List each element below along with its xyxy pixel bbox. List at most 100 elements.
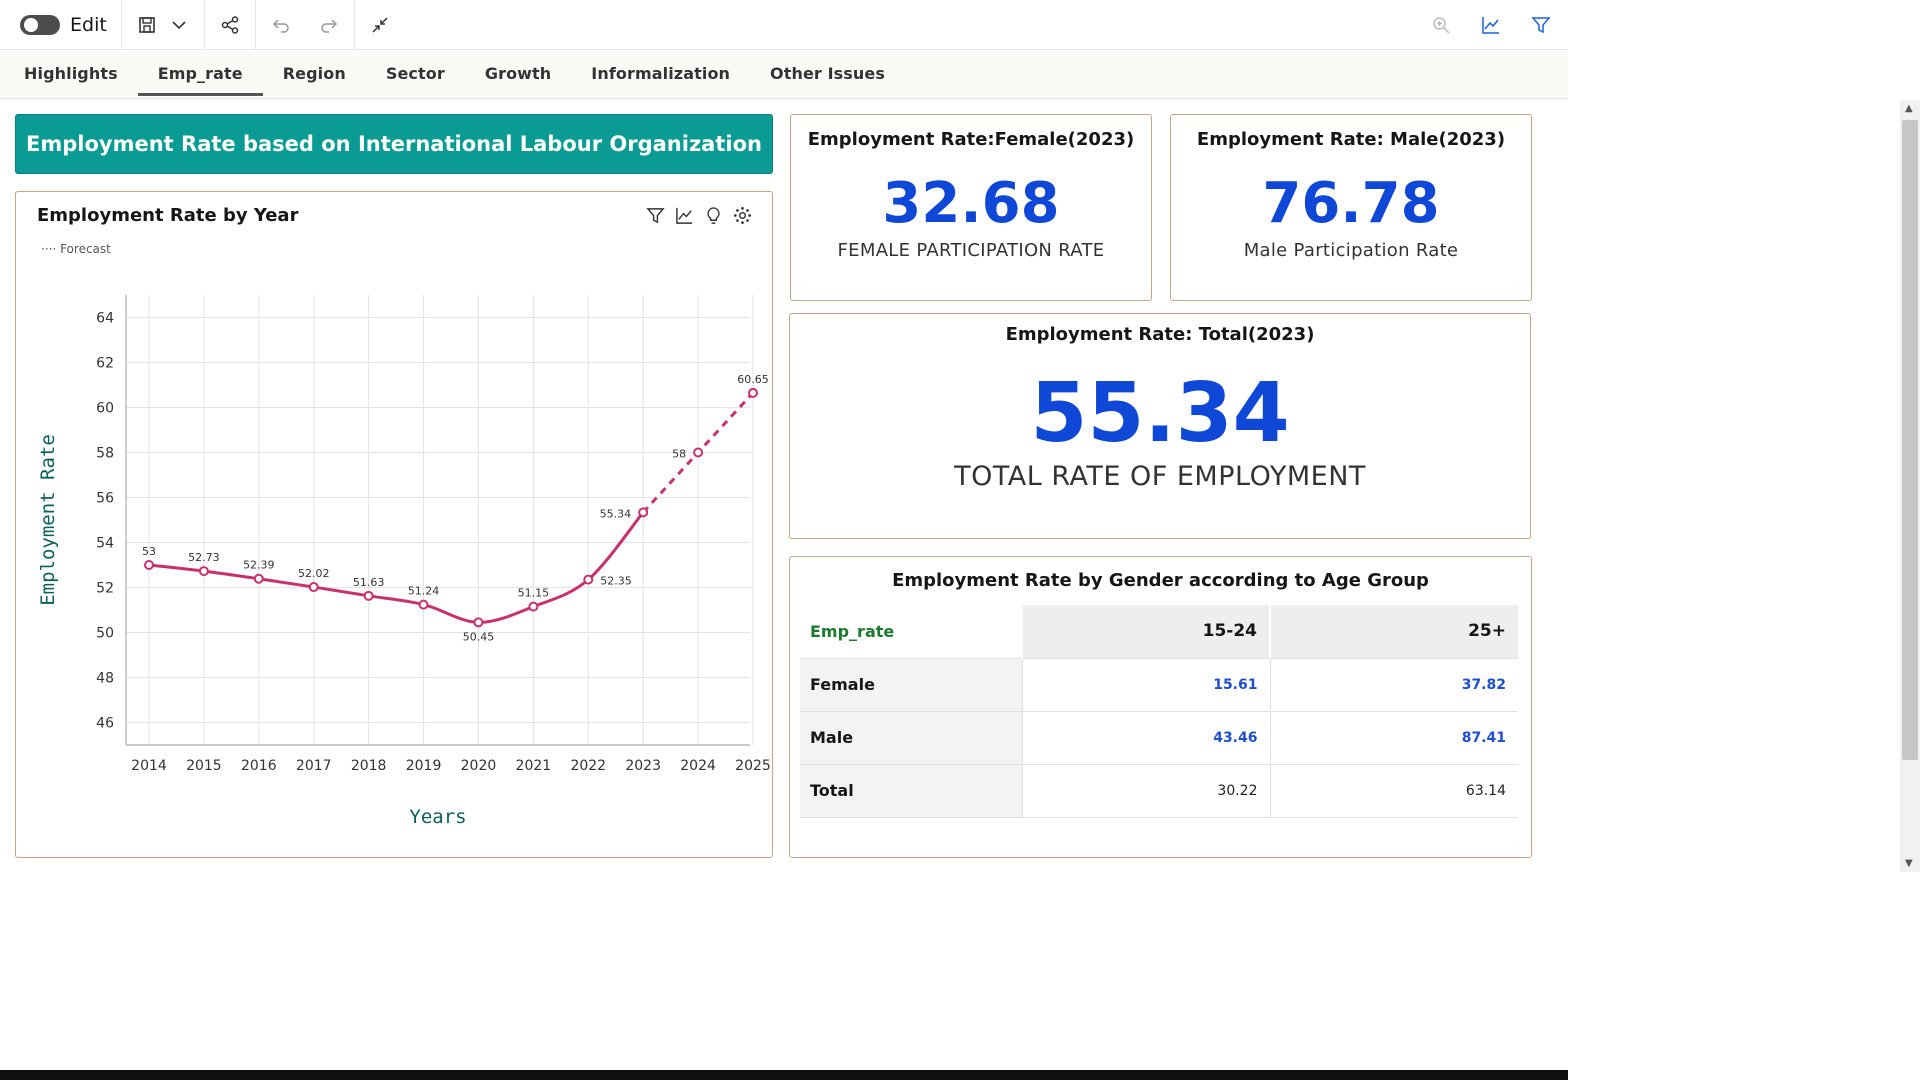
tab-sector[interactable]: Sector [385, 64, 445, 83]
scroll-up-icon[interactable]: ▲ [1905, 103, 1913, 114]
kpi-total-title: Employment Rate: Total(2023) [1005, 324, 1315, 345]
tab-other-issues[interactable]: Other Issues [770, 64, 885, 83]
chart-toolbar [646, 206, 752, 225]
table-cell: 87.41 [1269, 711, 1518, 765]
collapse-icon[interactable] [369, 14, 391, 36]
gender-age-table-card: Employment Rate by Gender according to A… [789, 556, 1532, 858]
scroll-thumb[interactable] [1902, 120, 1918, 760]
y-tick-label: 54 [96, 536, 114, 552]
table-header-row: Emp_rate 15-24 25+ [800, 605, 1518, 659]
scroll-down-icon[interactable]: ▼ [1905, 858, 1913, 869]
data-point [198, 566, 209, 577]
page-banner: Employment Rate based on International L… [15, 114, 773, 174]
table-cell: 15.61 [1021, 658, 1270, 712]
x-tick-label: 2017 [296, 758, 332, 774]
edit-toggle[interactable] [20, 14, 60, 35]
tab-highlights[interactable]: Highlights [24, 64, 118, 83]
kpi-female-title: Employment Rate:Female(2023) [807, 129, 1135, 150]
history-group [256, 0, 355, 50]
tab-growth[interactable]: Growth [484, 64, 552, 83]
lightbulb-icon[interactable] [704, 206, 723, 225]
table-cell: 63.14 [1269, 764, 1518, 818]
share-group [205, 0, 256, 50]
data-label: 51.15 [518, 587, 550, 600]
y-tick-label: 48 [96, 671, 114, 687]
data-point [253, 573, 264, 584]
top-toolbar: Edit [0, 0, 1568, 50]
tab-bar: Highlights Emp_rate Region Sector Growth Info… [0, 50, 1568, 99]
table-cell: 30.22 [1021, 764, 1270, 818]
gender-table-title: Employment Rate by Gender according to A… [892, 570, 1429, 591]
y-tick-label: 50 [96, 626, 114, 642]
data-label: 52.02 [298, 567, 330, 580]
chart-title: Employment Rate by Year [37, 205, 299, 226]
data-label: 50.45 [463, 630, 495, 643]
settings-icon[interactable] [733, 206, 752, 225]
x-tick-label: 2018 [351, 758, 387, 774]
data-label: 52.73 [188, 551, 220, 564]
x-tick-label: 2016 [241, 758, 277, 774]
table-col-header[interactable]: 25+ [1269, 605, 1518, 659]
x-tick-label: 2025 [735, 758, 771, 774]
table-row-label: Male [800, 711, 1022, 765]
line-chart: 46 48 50 52 54 56 58 60 62 64 2014 2015 2016 2017 2018… [37, 295, 771, 828]
data-label: 58 [672, 448, 686, 461]
y-tick-label: 56 [96, 491, 114, 507]
data-label: 52.39 [243, 559, 275, 572]
x-tick-label: 2024 [680, 758, 716, 774]
table-row: Total 30.22 63.14 [800, 764, 1518, 818]
redo-icon[interactable] [318, 14, 340, 36]
series-line-actual [148, 511, 645, 624]
kpi-male-card: Employment Rate: Male(2023) 76.78 Male P… [1170, 114, 1532, 301]
toolbar-right [1430, 0, 1560, 50]
chevron-down-icon[interactable] [168, 14, 190, 36]
x-tick-label: 2019 [406, 758, 442, 774]
chart-filter-icon[interactable] [646, 206, 665, 225]
x-tick-label: 2021 [516, 758, 552, 774]
kpi-female-card: Employment Rate:Female(2023) 32.68 FEMAL… [790, 114, 1152, 301]
share-icon[interactable] [219, 14, 241, 36]
kpi-total-card: Employment Rate: Total(2023) 55.34 TOTAL… [789, 313, 1531, 539]
kpi-female-subtitle: FEMALE PARTICIPATION RATE [837, 240, 1105, 261]
kpi-total-value: 55.34 [1030, 366, 1290, 461]
table-col-header[interactable]: 15-24 [1021, 605, 1270, 659]
undo-icon[interactable] [270, 14, 292, 36]
y-tick-label: 46 [96, 716, 114, 732]
data-label: 55.34 [600, 507, 632, 520]
x-axis-title: Years [409, 806, 466, 828]
table-cell: 37.82 [1269, 658, 1518, 712]
collapse-group [355, 0, 405, 50]
x-tick-label: 2015 [186, 758, 222, 774]
edit-label: Edit [70, 13, 107, 36]
bottom-bar [0, 1070, 1568, 1080]
data-label: 51.63 [353, 576, 385, 589]
y-tick-label: 60 [96, 401, 114, 417]
zoom-icon[interactable] [1430, 14, 1452, 36]
save-group [122, 0, 205, 50]
vertical-scrollbar[interactable]: ▲ ▼ [1900, 100, 1920, 872]
filter-icon[interactable] [1530, 14, 1552, 36]
chart-trend-icon[interactable] [675, 206, 694, 225]
trend-icon[interactable] [1480, 14, 1502, 36]
table-row: Male 43.46 87.41 [800, 711, 1518, 765]
data-point [363, 590, 374, 601]
tab-region[interactable]: Region [282, 64, 346, 83]
kpi-total-subtitle: TOTAL RATE OF EMPLOYMENT [954, 461, 1366, 492]
y-tick-label: 58 [96, 446, 114, 462]
data-point [638, 507, 649, 518]
data-point [418, 599, 429, 610]
kpi-male-title: Employment Rate: Male(2023) [1196, 129, 1506, 150]
data-point [528, 601, 539, 612]
x-tick-label: 2022 [570, 758, 606, 774]
kpi-male-value: 76.78 [1262, 171, 1440, 236]
save-icon[interactable] [136, 14, 158, 36]
table-row: Female 15.61 37.82 [800, 658, 1518, 712]
table-cell: 43.46 [1021, 711, 1270, 765]
tab-informalization[interactable]: Informalization [591, 64, 731, 83]
x-tick-label: 2014 [131, 758, 167, 774]
y-tick-label: 64 [96, 311, 114, 327]
y-tick-label: 52 [96, 581, 114, 597]
table-corner-header[interactable]: Emp_rate [800, 605, 1022, 659]
data-point [144, 560, 154, 570]
tab-emp-rate[interactable]: Emp_rate [137, 49, 263, 98]
